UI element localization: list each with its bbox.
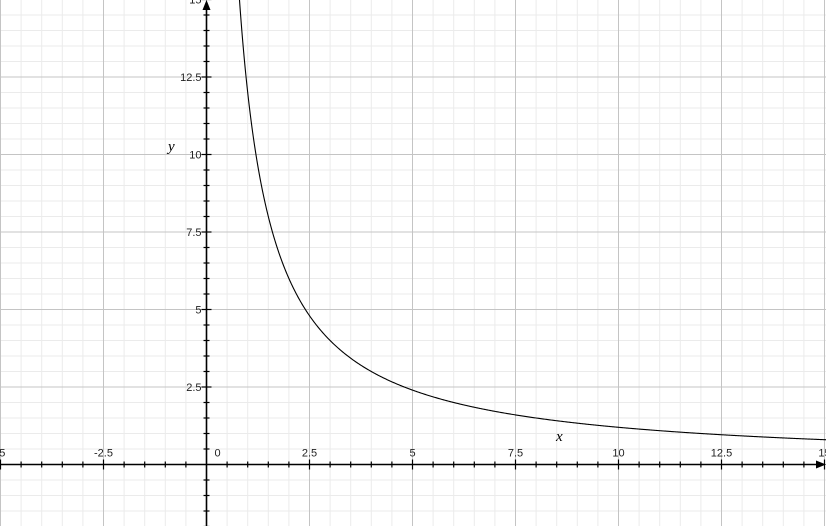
x-tick-label: 7.5 [508,448,523,460]
y-axis-arrow-icon [202,0,211,10]
x-tick-label: 15 [818,448,826,460]
x-tick-label: 10 [612,448,624,460]
y-tick-label: 12.5 [180,72,201,84]
y-tick-label: 15 [189,0,201,7]
x-tick-label: -2.5 [94,448,113,460]
y-tick-label: 7.5 [186,227,201,239]
y-tick-label: 10 [189,150,201,162]
y-tick-label: 5 [195,305,201,317]
x-tick-label: 5 [409,448,415,460]
y-tick-label: 2.5 [186,382,201,394]
tick-labels: -5 -2.5 0 2.5 5 7.5 10 12.5 15 2.5 5 7.5 10 12.5 15 [0,0,826,460]
y-axis-title: y [166,139,175,155]
x-tick-label: 2.5 [302,448,317,460]
x-axis-title: x [555,429,563,445]
x-tick-label: 0 [214,448,220,460]
x-tick-label: 12.5 [711,448,732,460]
x-tick-label: -5 [0,448,5,460]
series-curve [238,0,826,441]
x-axis-arrow-icon [816,460,826,469]
